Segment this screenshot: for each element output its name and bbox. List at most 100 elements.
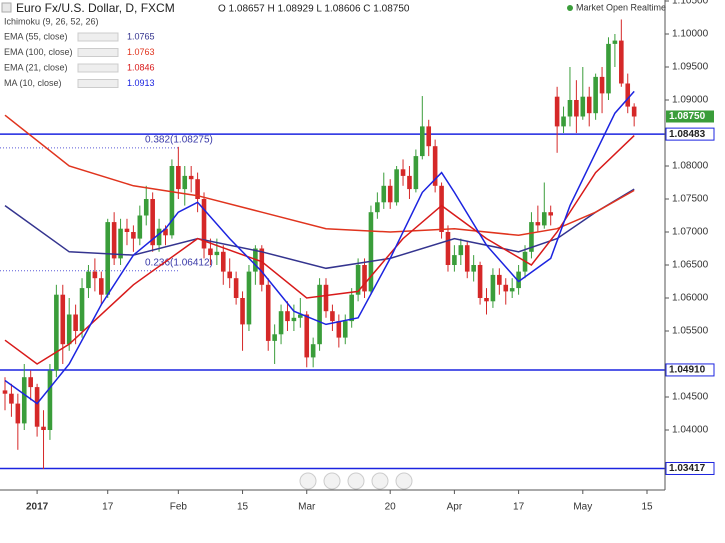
candle-body [349, 294, 354, 322]
nav-button[interactable] [371, 472, 389, 490]
y-tick-label: 1.05500 [672, 326, 709, 337]
candle-body [477, 264, 483, 298]
candle-body [131, 231, 136, 239]
candle-body [310, 344, 316, 358]
candle-body [368, 212, 374, 292]
candle-body [169, 165, 175, 236]
candle-body [580, 96, 586, 117]
level-label: 1.03417 [669, 463, 706, 474]
candle-body [445, 231, 451, 265]
candle-body [497, 274, 502, 285]
candle-body [336, 321, 342, 338]
ohlc-readout: O 1.08657 H 1.08929 L 1.08606 C 1.08750 [218, 4, 410, 15]
candle-body [259, 248, 265, 285]
candle-body [464, 245, 470, 272]
candle-body [599, 76, 605, 94]
legend-name: MA (10, close) [4, 78, 62, 88]
candle-body [375, 202, 380, 213]
price-axis-bg [665, 0, 725, 490]
candle-body [66, 314, 72, 345]
legend-name: EMA (100, close) [4, 47, 73, 57]
candle-body [150, 198, 155, 246]
candle-body [214, 251, 220, 256]
candle-body [182, 175, 188, 190]
axes: 1.04000 1.04500 1.05500 1.06000 1.06500 1.070… [26, 0, 715, 513]
fib-label: 0.236(1.06412) [145, 257, 213, 268]
candle-body [439, 185, 444, 232]
legend-name: EMA (21, close) [4, 62, 68, 72]
level-tag [665, 363, 715, 377]
y-tick-label: 1.09000 [672, 95, 709, 106]
x-tick-label: 2017 [26, 502, 49, 513]
nav-button[interactable] [395, 472, 413, 490]
candle-body [176, 165, 181, 190]
collapse-icon[interactable] [1, 2, 12, 13]
candle-body [593, 76, 598, 114]
legend-controls [77, 63, 119, 73]
legend-controls [77, 32, 119, 42]
y-tick-label: 1.06000 [672, 293, 709, 304]
candle-body [400, 169, 406, 176]
candle-body [201, 198, 207, 249]
candle-body [99, 278, 104, 295]
nav-button[interactable] [323, 472, 341, 490]
candle-body [413, 156, 419, 190]
candle-body [233, 278, 239, 298]
candle-body [54, 294, 59, 371]
indicator-line [4, 90, 635, 405]
candle-body [490, 274, 496, 302]
last-price-tag [666, 110, 714, 123]
candle-body [458, 245, 464, 256]
candle-body [105, 222, 111, 295]
x-tick-label: 17 [102, 502, 114, 513]
indicator-line [4, 114, 635, 237]
candle-body [15, 403, 21, 424]
legend-controls [77, 48, 119, 57]
candle-body [541, 212, 547, 226]
candle-body [381, 185, 387, 203]
y-tick-label: 1.07000 [672, 227, 709, 238]
candle-body [265, 284, 271, 341]
candle-body [452, 255, 457, 265]
candle-body [188, 175, 194, 180]
candle-body [426, 126, 432, 147]
candle-body [362, 264, 367, 292]
legend-value: 1.0846 [127, 62, 155, 72]
candle-body [561, 116, 566, 127]
candle-body [535, 222, 541, 226]
candle-body [387, 185, 393, 203]
candle-body [118, 228, 123, 259]
y-tick-label: 1.08000 [672, 161, 709, 172]
candle-body [227, 271, 232, 279]
y-tick-label: 1.10500 [672, 0, 709, 7]
x-tick-label: Feb [170, 502, 188, 513]
candle-body [28, 377, 33, 388]
indicator-label: Ichimoku (9, 26, 52, 26) [4, 16, 99, 26]
candle-body [317, 284, 322, 345]
candle-body [342, 321, 348, 338]
candle-body [246, 271, 252, 325]
nav-button[interactable] [347, 472, 365, 490]
candle-body [92, 271, 98, 279]
candle-body [79, 288, 85, 332]
x-tick-label: 17 [513, 502, 525, 513]
candle-body [619, 40, 624, 84]
candle-body [548, 212, 553, 216]
candle-body [34, 387, 40, 427]
candle-body [220, 251, 226, 272]
y-tick-label: 1.04000 [672, 425, 709, 436]
legend-value: 1.0763 [127, 47, 155, 57]
candle-body [143, 198, 149, 216]
level-tag [665, 461, 715, 475]
market-status: Market Open Realtime [576, 2, 666, 12]
x-tick-label: 20 [385, 502, 397, 513]
nav-button[interactable] [299, 472, 317, 490]
x-tick-label: Mar [298, 502, 316, 513]
candle-body [163, 228, 168, 236]
candle-body [195, 179, 200, 199]
candle-body [60, 294, 66, 345]
candle-body [73, 314, 78, 332]
candle-body [124, 228, 130, 232]
candle-body [156, 228, 162, 246]
